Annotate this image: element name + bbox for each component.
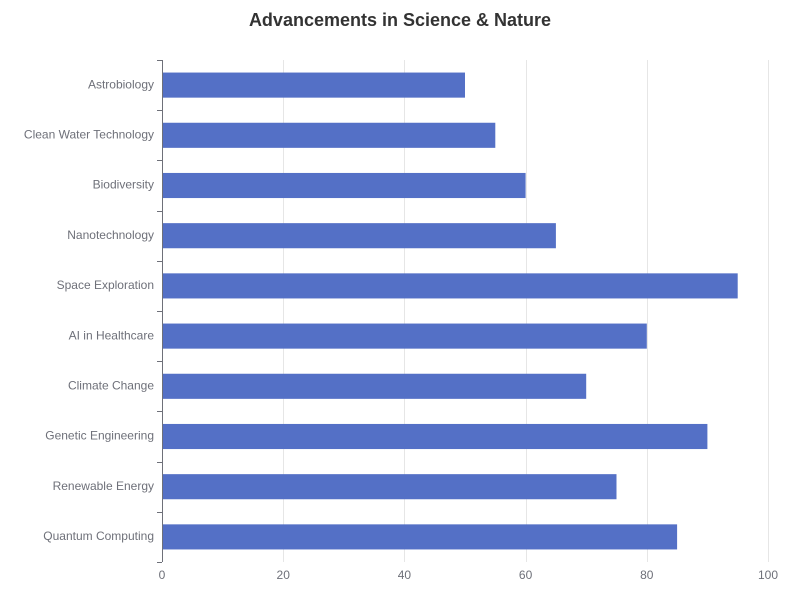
bar-4[interactable] bbox=[162, 323, 647, 349]
bar-2[interactable] bbox=[162, 423, 708, 450]
bar-6[interactable] bbox=[162, 223, 556, 249]
bar-9[interactable] bbox=[162, 72, 465, 98]
bar-7[interactable] bbox=[162, 172, 526, 199]
y-tick-label-5: Space Exploration bbox=[57, 278, 154, 292]
x-tick-label-4: 80 bbox=[640, 568, 654, 582]
bar-8[interactable] bbox=[162, 122, 496, 148]
y-tick-label-4: AI in Healthcare bbox=[69, 328, 155, 342]
bar-5[interactable] bbox=[162, 273, 738, 299]
y-tick-label-1: Renewable Energy bbox=[53, 479, 154, 493]
bar-1[interactable] bbox=[162, 474, 617, 500]
bar-3[interactable] bbox=[162, 373, 587, 399]
chart-title: Advancements in Science & Nature bbox=[248, 10, 552, 30]
y-tick-label-3: Climate Change bbox=[68, 378, 154, 392]
x-tick-label-2: 40 bbox=[398, 568, 412, 582]
x-tick-label-3: 60 bbox=[519, 568, 533, 582]
y-tick-label-7: Biodiversity bbox=[93, 178, 154, 192]
bars bbox=[162, 72, 738, 550]
axes bbox=[157, 60, 163, 563]
x-tick-label-1: 20 bbox=[277, 568, 291, 582]
y-tick-label-8: Clean Water Technology bbox=[24, 127, 154, 141]
bar-0[interactable] bbox=[162, 524, 678, 550]
x-tick-label-5: 100 bbox=[758, 568, 778, 582]
y-tick-label-9: Astrobiology bbox=[88, 77, 154, 91]
tick-labels: Quantum Computing Renewable Energy Genetic… bbox=[24, 77, 778, 582]
x-tick-label-0: 0 bbox=[159, 568, 166, 582]
y-tick-label-6: Nanotechnology bbox=[67, 228, 154, 242]
y-tick-label-0: Quantum Computing bbox=[43, 529, 154, 543]
y-tick-label-2: Genetic Engineering bbox=[45, 429, 154, 443]
